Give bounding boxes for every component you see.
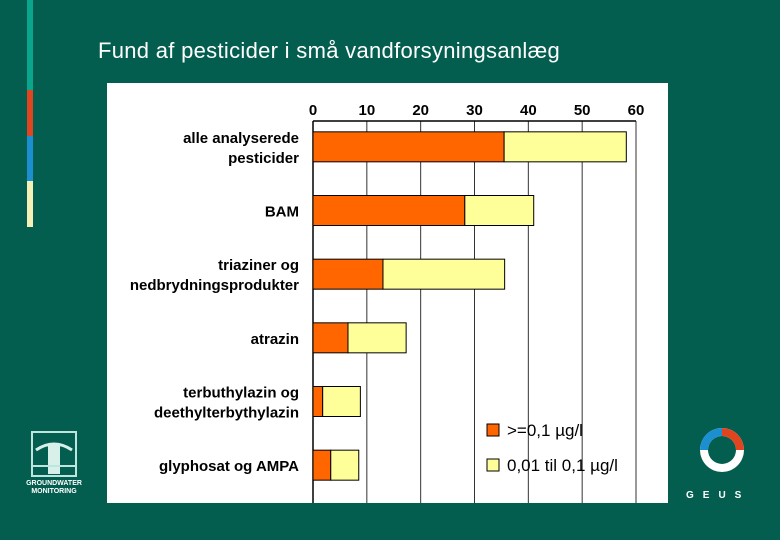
category-label: BAM <box>265 204 299 221</box>
category-label: triaziner og <box>218 257 299 274</box>
category-label: pesticider <box>228 150 299 167</box>
x-tick-label: 10 <box>358 102 375 119</box>
geus-label: GEUS <box>686 490 751 501</box>
accent-stripe-teal <box>27 0 33 90</box>
legend-label: 0,01 til 0,1 µg/l <box>507 456 618 475</box>
bar-segment-low <box>330 449 360 481</box>
chart-panel: 0 10 20 30 40 50 60 alle analyserede pesticider B… <box>107 83 668 503</box>
slide-title: Fund af pesticider i små vandforsyningsa… <box>98 38 560 63</box>
legend-swatch <box>486 423 500 437</box>
bar-segment-high <box>312 322 349 354</box>
legend-label: >=0,1 µg/l <box>507 421 583 440</box>
bar-segment-high <box>312 195 466 226</box>
x-tick-label: 60 <box>628 102 645 119</box>
pesticide-bar-chart: 0 10 20 30 40 50 60 alle analyserede pesticider B… <box>130 102 645 503</box>
groundwater-monitoring-label: GROUNDWATER MONITORING <box>14 480 94 496</box>
x-tick-label: 20 <box>412 102 429 119</box>
bar-segment-low <box>464 195 535 226</box>
legend-swatch <box>486 458 500 472</box>
category-label: alle analyserede <box>183 130 299 147</box>
category-label: terbuthylazin og <box>183 385 299 402</box>
x-tick-label: 0 <box>309 102 317 119</box>
bar-segment-low <box>347 322 407 354</box>
bar-segment-high <box>312 258 384 290</box>
bar-segment-low <box>503 131 627 163</box>
bar-segment-high <box>312 449 332 481</box>
accent-stripe-red <box>27 90 33 136</box>
x-tick-label: 30 <box>466 102 483 119</box>
accent-stripe-cream <box>27 181 33 227</box>
groundwater-monitoring-logo-icon <box>31 431 77 477</box>
bar-segment-low <box>382 258 506 290</box>
geus-logo-icon <box>700 428 744 472</box>
category-label: atrazin <box>251 331 299 348</box>
x-tick-label: 50 <box>574 102 591 119</box>
bar-segment-high <box>312 131 505 163</box>
bar-segment-low <box>322 386 361 417</box>
logo-text-line2: MONITORING <box>31 488 77 495</box>
category-label: nedbrydningsprodukter <box>130 277 299 294</box>
category-label: deethylterbythylazin <box>154 405 299 422</box>
x-tick-label: 40 <box>520 102 537 119</box>
bar-segment-high <box>312 386 324 417</box>
logo-text-line1: GROUNDWATER <box>26 480 82 487</box>
accent-stripe-blue <box>27 136 33 181</box>
category-label: glyphosat og AMPA <box>159 458 299 475</box>
